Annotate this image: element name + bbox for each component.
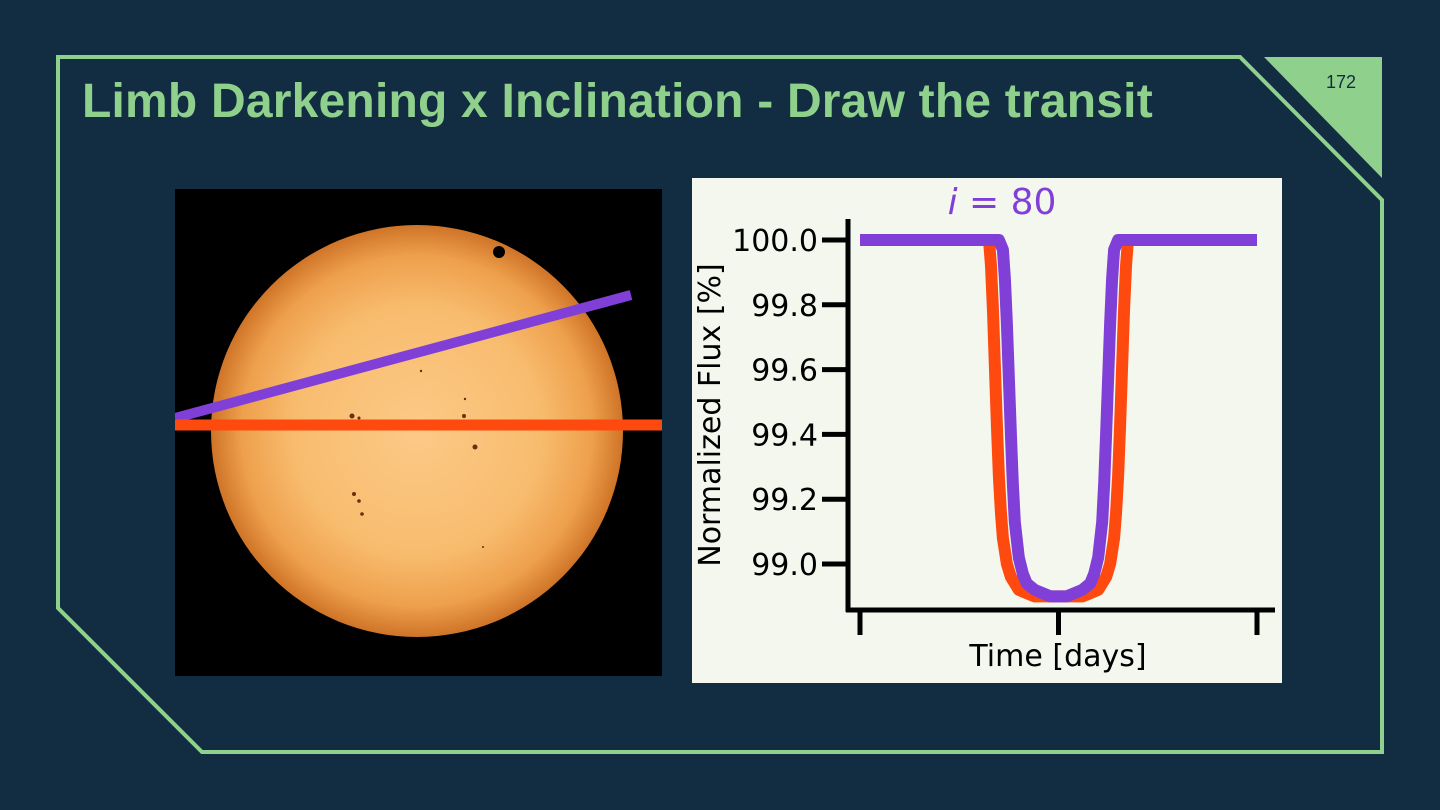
transit-light-curve-chart: i = 80 100.0 99.8 99.6 99.4 99.2 99.0 Time [d… — [692, 178, 1282, 683]
chart-title-rest: = 80 — [958, 182, 1057, 223]
chart-curves — [860, 234, 1257, 603]
corner-tab — [1264, 57, 1382, 178]
y-axis-label: Normalized Flux [%] — [693, 263, 728, 566]
sun-disk-image — [169, 189, 668, 676]
y-tick-label: 99.2 — [751, 483, 818, 518]
sun-disk — [211, 225, 623, 637]
sun-illustration — [169, 225, 668, 637]
chart-svg: i = 80 100.0 99.8 99.6 99.4 99.2 99.0 Time [d… — [693, 182, 1275, 674]
y-tick-label: 99.6 — [751, 354, 818, 389]
chart-title-var: i — [948, 182, 958, 223]
sunspots — [349, 369, 484, 548]
x-ticks — [857, 610, 1260, 635]
y-ticks: 100.0 99.8 99.6 99.4 99.2 99.0 — [732, 224, 848, 583]
frame-border — [56, 55, 1384, 754]
chart-title: i = 80 — [948, 182, 1057, 223]
y-tick-label: 100.0 — [732, 224, 818, 259]
inclined-transit-path — [173, 290, 633, 423]
y-tick-label: 99.4 — [751, 418, 818, 453]
y-tick-label: 99.8 — [751, 289, 818, 324]
slide-title: Limb Darkening x Inclination - Draw the … — [82, 75, 1153, 128]
planet-silhouette — [493, 246, 505, 258]
x-axis-label: Time [days] — [968, 639, 1146, 674]
y-tick-label: 99.0 — [751, 548, 818, 583]
inclined-transit-curve — [860, 234, 1257, 603]
slide-number: 172 — [1326, 72, 1357, 92]
